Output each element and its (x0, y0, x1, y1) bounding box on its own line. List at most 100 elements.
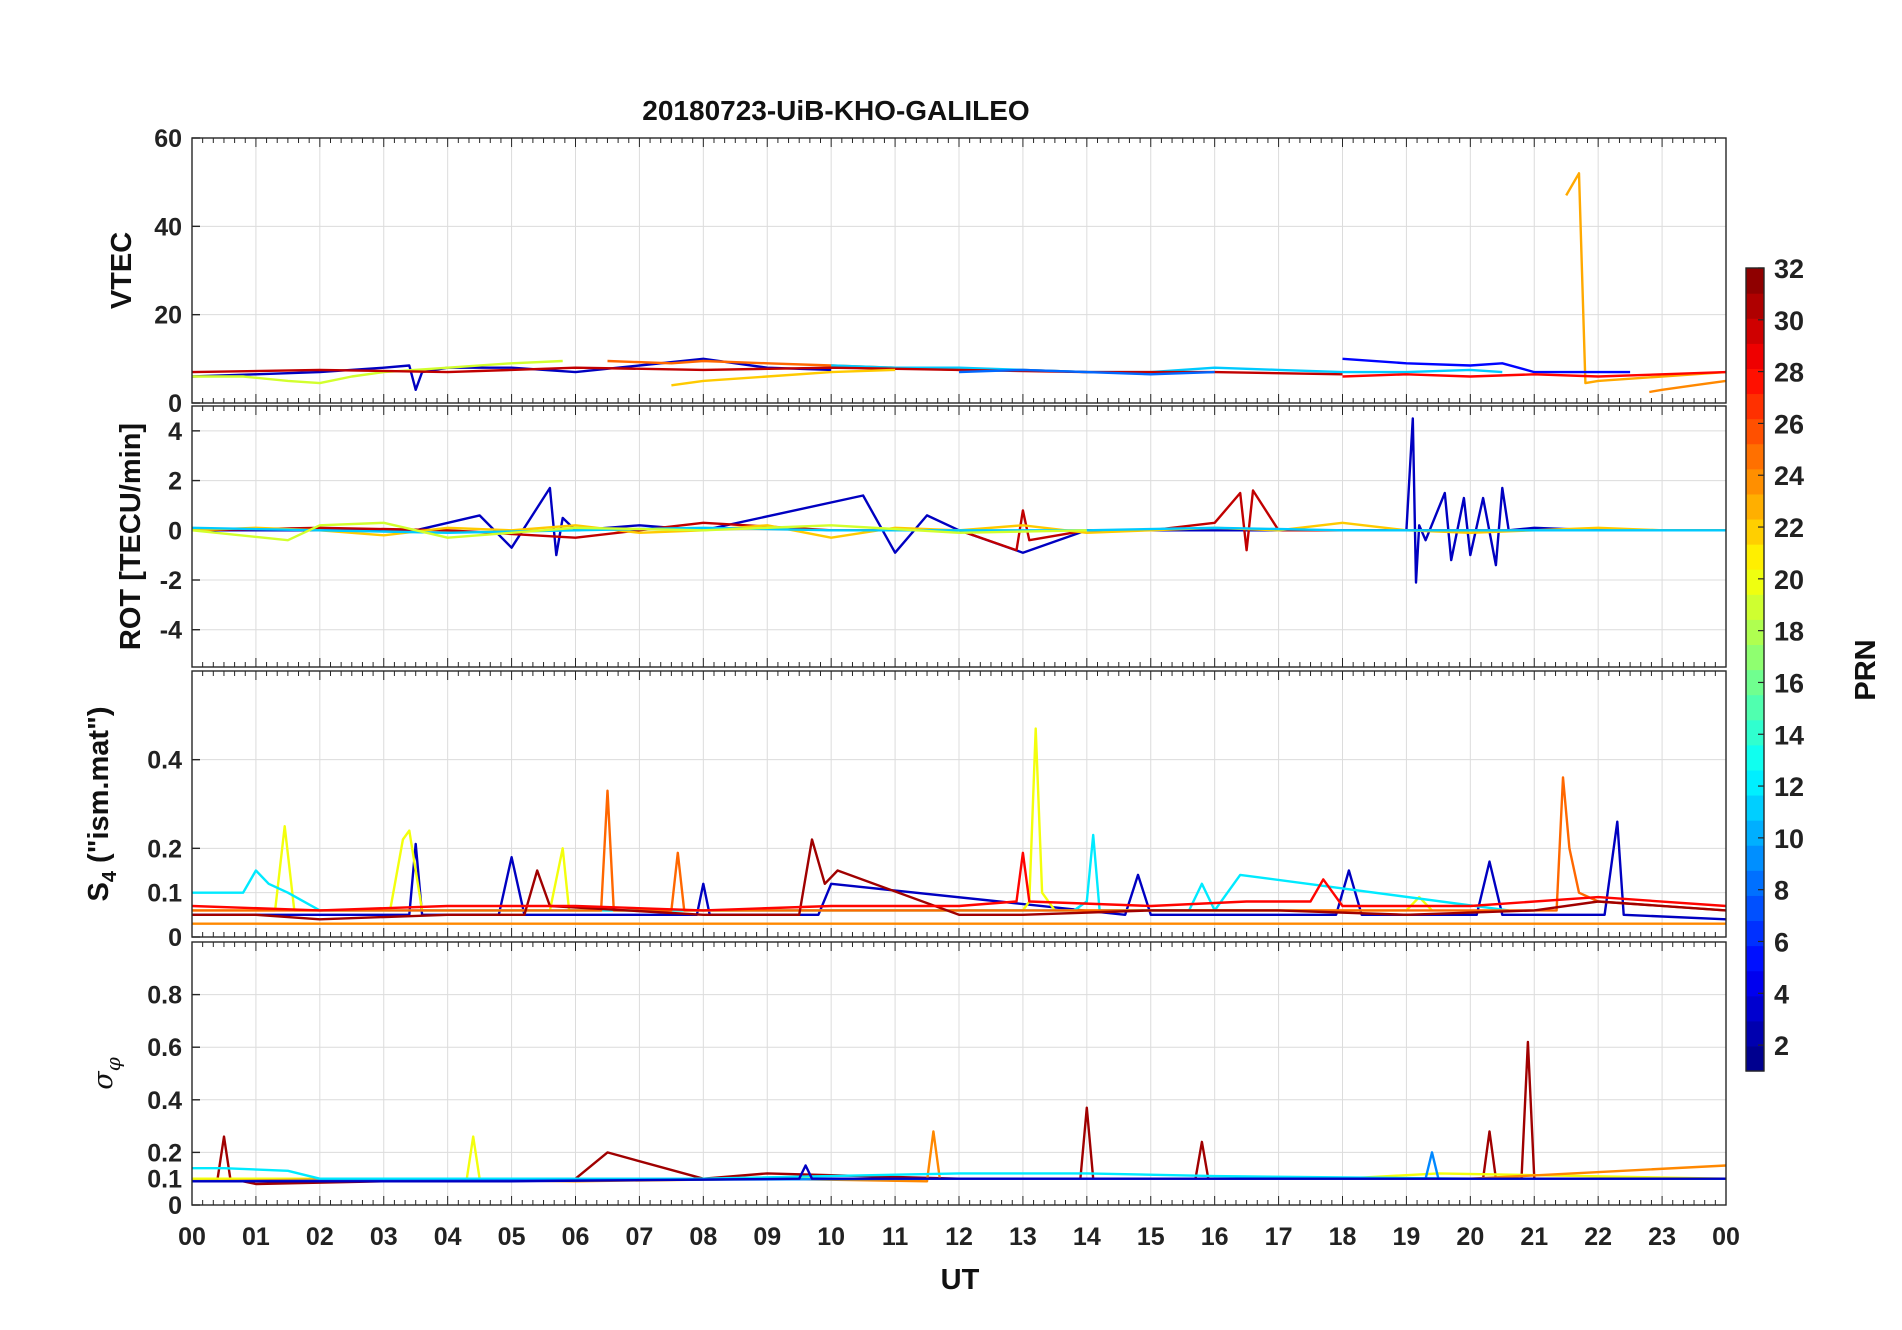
colorbar-segment (1746, 569, 1764, 595)
x-tick-label: 20 (1456, 1223, 1484, 1251)
colorbar-tick-label: 8 (1774, 876, 1789, 906)
series-prn-3 (192, 357, 832, 391)
series-prn-28 (1342, 370, 1726, 378)
colorbar-segment (1746, 945, 1764, 972)
series-prn-12 (192, 1167, 1726, 1180)
panel-s4: 0 0.1 0.2 0.4 S4 ("ism.mat") (83, 670, 1727, 952)
s4-axis-box (191, 670, 1727, 938)
x-tick-label: 12 (945, 1223, 973, 1251)
y-tick-label: -4 (160, 617, 182, 645)
colorbar-segment (1746, 343, 1764, 369)
colorbar-segment (1746, 268, 1764, 294)
x-tick-label: 08 (689, 1223, 717, 1251)
series-prn-3 (192, 1164, 1726, 1183)
colorbar-segment (1746, 895, 1764, 922)
x-tick-label: 19 (1393, 1223, 1421, 1251)
y-axis-label-rot: ROT [TECU/min] (115, 423, 147, 650)
x-tick-label: 03 (370, 1223, 398, 1251)
colorbar-tick-label: 4 (1774, 979, 1789, 1009)
y-axis-label-s4: S4 ("ism.mat") (83, 707, 121, 902)
panel-sigma-phi: 00.10.2 0.4 0.6 0.8 σφ (88, 941, 1727, 1220)
colorbar-segment (1746, 1020, 1764, 1047)
y-tick-label: -2 (160, 567, 182, 595)
vtec-axis-box (191, 137, 1727, 404)
colorbar-segment (1746, 468, 1764, 495)
x-tick-label: 00 (1712, 1223, 1740, 1251)
colorbar-tick-label: 24 (1774, 461, 1804, 491)
colorbar-label: PRN (1850, 639, 1882, 700)
panel-vtec: 0 20 40 60 VTEC (106, 125, 1727, 418)
colorbar-tick-label: 30 (1774, 306, 1804, 336)
rot-traces (192, 417, 1726, 584)
colorbar-tick-label: 14 (1774, 720, 1804, 750)
colorbar-segment (1746, 719, 1764, 746)
x-tick-label: 21 (1520, 1223, 1548, 1251)
series-prn-24 (1649, 379, 1726, 394)
x-tick-label: 04 (434, 1223, 462, 1251)
y-axis-label-sigma-phi: σφ (88, 1057, 125, 1089)
colorbar-segment (1746, 995, 1764, 1022)
colorbar-segment (1746, 845, 1764, 871)
series-prn-19 (192, 359, 563, 385)
colorbar-segment (1746, 644, 1764, 671)
colorbar-segment (1746, 694, 1764, 721)
x-tick-label: 16 (1201, 1223, 1229, 1251)
colorbar-tick-label: 26 (1774, 409, 1804, 439)
series-prn-30 (192, 366, 1343, 376)
y-tick-label: 0 (168, 924, 182, 952)
y-tick-label: 0.2 (147, 1139, 182, 1167)
colorbar-tick-label: 2 (1774, 1031, 1789, 1061)
x-tick-label: 15 (1137, 1223, 1165, 1251)
y-tick-label: 2 (168, 468, 182, 496)
y-tick-label: 40 (154, 213, 182, 241)
y-tick-label: 0 (168, 517, 182, 545)
colorbar-segment (1746, 920, 1764, 947)
series-prn-8 (958, 368, 1215, 376)
x-tick-label: 09 (753, 1223, 781, 1251)
x-axis: 00 01 02 03 04 05 06 07 08 09 10 11 12 13 14 15 16 17 18 19… (178, 1223, 1740, 1251)
x-tick-label: 23 (1648, 1223, 1676, 1251)
x-tick-label: 02 (306, 1223, 334, 1251)
y-axis-label-vtec: VTEC (106, 232, 138, 309)
colorbar-segment (1746, 1045, 1764, 1072)
x-tick-label: 17 (1265, 1223, 1293, 1251)
colorbar-segment (1746, 393, 1764, 420)
series-prn-11 (831, 364, 1503, 374)
colorbar-tick-label: 10 (1774, 824, 1804, 854)
rot-axis-box (191, 405, 1727, 668)
y-tick-label: 0.1 (147, 880, 182, 908)
sigma-phi-traces (192, 1040, 1726, 1186)
y-tick-label: 60 (154, 125, 182, 153)
series-prn-19 (192, 521, 1087, 542)
colorbar-segment (1746, 744, 1764, 771)
y-tick-label: 0.6 (147, 1034, 182, 1062)
colorbar-segment (1746, 544, 1764, 570)
colorbar-segment (1746, 669, 1764, 696)
x-tick-label: 11 (882, 1223, 909, 1251)
sigma-phi-axis-box (191, 941, 1727, 1206)
colorbar-segment (1746, 820, 1764, 846)
colorbar-segment (1746, 870, 1764, 896)
colorbar-segment (1746, 619, 1764, 646)
panel-rot: 4 2 0 -2 -4 ROT [TECU/min] (115, 405, 1727, 668)
x-tick-label: 14 (1073, 1223, 1101, 1251)
series-prn-5 (1342, 357, 1631, 374)
s4-traces (192, 727, 1726, 925)
colorbar-frame (1745, 267, 1765, 1072)
x-tick-label: 07 (626, 1223, 654, 1251)
series-prn-28 (192, 851, 1726, 912)
colorbar-segment (1746, 794, 1764, 821)
series-prn-11 (192, 526, 1726, 534)
series-prn-23 (1565, 172, 1726, 385)
colorbar-tick-label: 32 (1774, 254, 1804, 284)
colorbar-segment (1746, 368, 1764, 395)
x-tick-label: 18 (1329, 1223, 1357, 1251)
x-tick-label: 13 (1009, 1223, 1037, 1251)
x-tick-label: 05 (498, 1223, 526, 1251)
y-tick-label: 0.1 (147, 1166, 182, 1194)
y-tick-label: 0.8 (147, 982, 182, 1010)
x-axis-label: UT (941, 1264, 980, 1296)
colorbar-tick-label: 6 (1774, 927, 1789, 957)
